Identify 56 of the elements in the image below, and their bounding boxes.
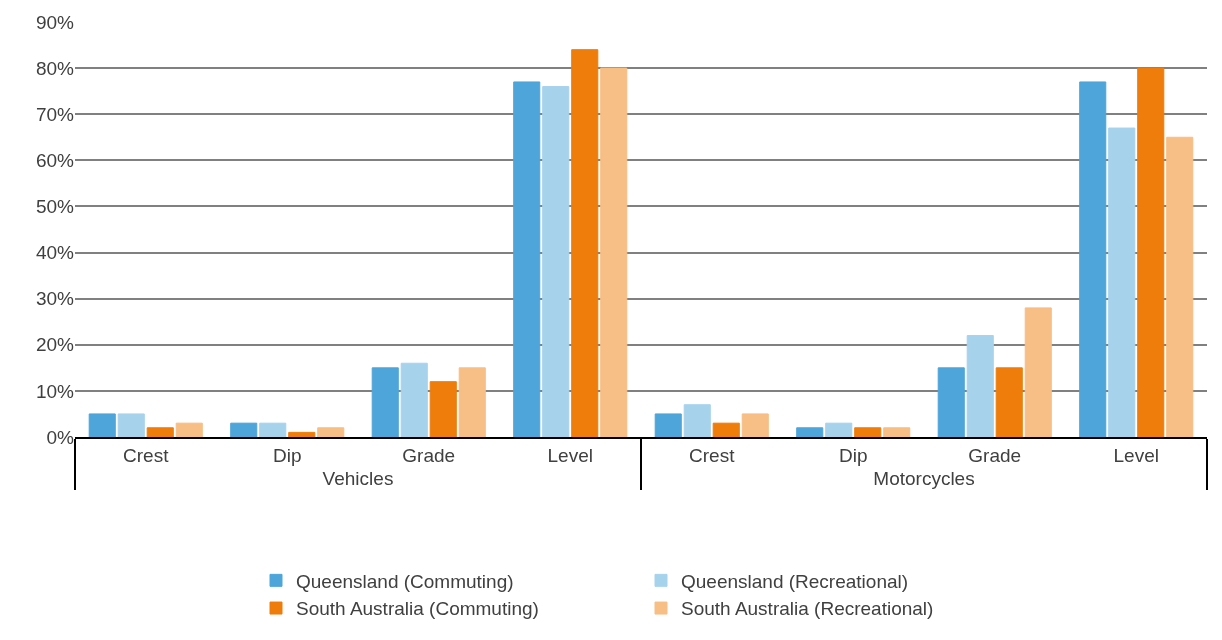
y-tick-label: 50% xyxy=(35,196,75,218)
bar xyxy=(600,67,628,437)
x-tick-label: Grade xyxy=(402,444,456,466)
bar xyxy=(683,404,711,437)
bar xyxy=(288,431,316,437)
y-tick-label: 10% xyxy=(35,380,75,402)
x-tick-label: Crest xyxy=(123,444,170,466)
bar xyxy=(741,413,769,437)
bar xyxy=(1024,307,1052,437)
bar xyxy=(513,81,541,437)
y-tick-label: 30% xyxy=(35,288,75,310)
x-tick-label: Level xyxy=(547,444,593,466)
bar xyxy=(317,427,345,437)
bar xyxy=(937,367,965,437)
y-tick-label: 20% xyxy=(35,334,75,356)
bar xyxy=(712,422,740,437)
legend-label: South Australia (Recreational) xyxy=(681,598,934,620)
x-tick-label: Grade xyxy=(968,444,1022,466)
legend-label: South Australia (Commuting) xyxy=(296,598,539,620)
bar xyxy=(429,381,457,437)
y-tick-label: 40% xyxy=(35,242,75,264)
text: Motorcycles xyxy=(873,467,975,489)
bar xyxy=(571,49,599,437)
bar xyxy=(1137,67,1165,437)
bar xyxy=(400,362,428,437)
bar xyxy=(966,335,994,437)
bar xyxy=(88,413,116,437)
bar xyxy=(1108,127,1136,437)
bar xyxy=(995,367,1023,437)
bar xyxy=(654,413,682,437)
bar xyxy=(883,427,911,437)
y-tick-label: 80% xyxy=(35,57,75,79)
bar xyxy=(1166,136,1194,437)
y-tick-label: 70% xyxy=(35,103,75,125)
legend-label: Queensland (Recreational) xyxy=(681,570,909,592)
x-tick-label: Crest xyxy=(689,444,736,466)
x-tick-label: Dip xyxy=(838,444,868,466)
y-tick-label: 0% xyxy=(46,426,75,448)
bar xyxy=(458,367,486,437)
y-tick-label: 90% xyxy=(35,11,75,33)
bar xyxy=(1079,81,1107,437)
bar xyxy=(542,86,570,437)
bar xyxy=(175,422,203,437)
x-tick-label: Level xyxy=(1113,444,1159,466)
bar xyxy=(259,422,287,437)
y-tick-label: 60% xyxy=(35,149,75,171)
legend-label: Queensland (Commuting) xyxy=(296,570,514,592)
x-tick-label: Dip xyxy=(272,444,302,466)
bar xyxy=(230,422,258,437)
bar xyxy=(146,427,174,437)
bar xyxy=(117,413,145,437)
bar xyxy=(854,427,882,437)
text: Vehicles xyxy=(322,467,394,489)
bar xyxy=(371,367,399,437)
bar xyxy=(796,427,824,437)
bar xyxy=(825,422,853,437)
